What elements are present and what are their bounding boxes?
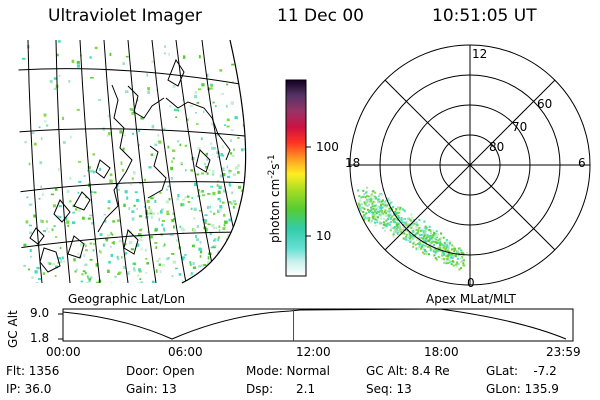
mlat-label-70: 70 — [512, 120, 528, 134]
info-ip: IP: 36.0 — [6, 382, 52, 396]
orbit-xtick-0000: 00:00 — [46, 345, 81, 359]
orbit-plot — [58, 308, 574, 342]
colorbar-unit: photon cm-2s-1 — [267, 154, 282, 243]
geographic-map — [18, 40, 246, 283]
geographic-label: Geographic Lat/Lon — [68, 292, 186, 306]
info-flt: Flt: 1356 — [6, 364, 60, 378]
instrument-title: Ultraviolet Imager — [48, 6, 202, 26]
info-glon: GLon: 135.9 — [486, 382, 559, 396]
coastlines — [29, 58, 231, 273]
latitude-grid — [18, 68, 246, 249]
info-mode: Mode: Normal — [246, 364, 330, 378]
info-gain: Gain: 13 — [126, 382, 177, 396]
orbit-frame — [62, 308, 574, 342]
mlt-label-18: 18 — [345, 156, 361, 170]
mlt-label-0: 0 — [467, 276, 475, 290]
date-label: 11 Dec 00 — [277, 6, 364, 26]
aurora-emission-right — [357, 186, 469, 271]
apex-label: Apex MLat/MLT — [426, 292, 516, 306]
orbit-xtick-1800: 18:00 — [424, 345, 459, 359]
mlat-label-60: 60 — [537, 97, 553, 111]
polar-plot — [349, 44, 591, 286]
info-door: Door: Open — [126, 364, 195, 378]
orbit-ylabel: GC Alt — [6, 310, 20, 348]
time-label: 10:51:05 UT — [432, 6, 537, 26]
info-dsp: Dsp: 2.1 — [246, 382, 316, 396]
mlat-label-80: 80 — [489, 140, 505, 154]
globe-limb — [181, 39, 247, 284]
altitude-curve — [62, 308, 567, 340]
info-gcalt: GC Alt: 8.4 Re — [366, 364, 450, 378]
orbit-xtick-1200: 12:00 — [296, 345, 331, 359]
colorbar — [285, 79, 307, 277]
orbit-xtick-0600: 06:00 — [168, 345, 203, 359]
orbit-ytick-9: 9.0 — [30, 306, 50, 320]
info-glat: GLat: -7.2 — [486, 364, 557, 378]
orbit-ytick-1.8: 1.8 — [30, 331, 50, 345]
info-seq: Seq: 13 — [366, 382, 412, 396]
mlt-label-12: 12 — [472, 47, 488, 61]
colorbar-tick-100: 100 — [316, 140, 339, 154]
colorbar-tick-10: 10 — [316, 229, 332, 243]
mlt-label-6: 6 — [578, 156, 586, 170]
orbit-xtick-2359: 23:59 — [546, 345, 581, 359]
